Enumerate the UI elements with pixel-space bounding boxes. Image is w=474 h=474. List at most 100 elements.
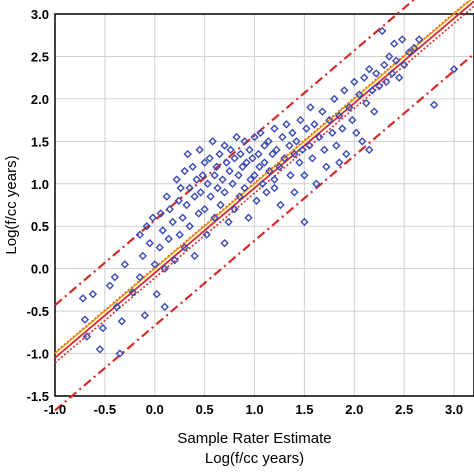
data-point xyxy=(178,213,187,222)
grid xyxy=(54,13,474,397)
data-point xyxy=(218,175,227,184)
data-point xyxy=(78,294,88,303)
data-point xyxy=(290,188,299,197)
data-point xyxy=(182,200,191,210)
data-point xyxy=(302,124,311,133)
data-point xyxy=(286,171,295,180)
data-point xyxy=(156,209,165,218)
data-point xyxy=(240,137,249,146)
data-point xyxy=(82,332,92,341)
data-point xyxy=(185,183,194,193)
data-point xyxy=(128,288,138,297)
data-point xyxy=(397,35,407,44)
data-point xyxy=(225,166,234,176)
data-point xyxy=(296,115,305,125)
identity-line xyxy=(54,0,472,355)
data-point xyxy=(180,166,189,176)
data-point xyxy=(180,243,189,252)
data-point xyxy=(196,188,205,197)
data-point xyxy=(203,179,212,188)
data-point xyxy=(164,234,173,244)
data-point xyxy=(258,179,267,188)
data-point xyxy=(260,158,269,167)
y-tick-labels: 3.0 2.5 2.0 1.5 1.0 0.5 0.0 -0.5 -1.0 -1.5 xyxy=(27,7,49,404)
y-tick-label: 0.5 xyxy=(31,219,49,234)
data-point xyxy=(200,205,209,214)
data-point xyxy=(232,132,241,142)
x-tick-label: 1.5 xyxy=(295,402,313,417)
data-point xyxy=(212,162,221,171)
data-point xyxy=(345,103,354,112)
data-point xyxy=(352,128,361,138)
data-point xyxy=(224,217,233,227)
x-tick-label: 3.0 xyxy=(445,402,463,417)
data-point xyxy=(135,230,144,239)
data-point xyxy=(310,120,319,129)
data-point xyxy=(399,60,409,70)
data-point xyxy=(292,137,301,146)
data-point xyxy=(226,145,235,155)
data-point xyxy=(270,124,279,133)
data-point xyxy=(222,158,231,167)
data-point xyxy=(335,158,344,167)
x-axis-sublabel: Log(f/cc years) xyxy=(205,450,304,467)
data-point xyxy=(298,145,307,155)
y-tick-label: 0.0 xyxy=(31,262,49,277)
data-point xyxy=(220,141,229,150)
data-point xyxy=(365,145,374,155)
data-point xyxy=(254,149,263,159)
data-point xyxy=(242,158,251,167)
data-point xyxy=(285,141,294,150)
data-point xyxy=(276,200,285,210)
data-point xyxy=(160,302,169,312)
x-tick-label: 2.5 xyxy=(395,402,413,417)
data-point xyxy=(290,149,299,159)
data-point xyxy=(250,132,259,142)
data-point xyxy=(382,77,391,87)
data-point xyxy=(268,149,277,159)
data-point xyxy=(230,205,239,214)
data-point xyxy=(194,209,203,218)
data-point xyxy=(318,107,327,116)
data-point xyxy=(365,64,374,74)
data-point xyxy=(320,145,329,155)
data-point xyxy=(215,149,224,159)
x-tick-label: 0.5 xyxy=(196,402,214,417)
data-point xyxy=(409,43,419,53)
y-axis-label: Log(f/cc years) xyxy=(3,155,20,254)
data-point xyxy=(230,154,239,163)
y-tick-label: -1.0 xyxy=(27,347,49,362)
prediction-lower-line xyxy=(54,53,474,412)
plot-frame xyxy=(54,13,474,397)
data-point xyxy=(322,162,331,171)
data-point xyxy=(245,145,254,155)
data-point xyxy=(138,251,147,261)
data-point xyxy=(270,175,279,184)
data-point xyxy=(238,162,247,171)
data-point xyxy=(282,120,291,129)
data-point xyxy=(210,171,219,180)
data-point xyxy=(340,86,349,95)
fit-line xyxy=(54,0,474,359)
data-point xyxy=(145,239,154,248)
data-point xyxy=(330,94,339,104)
data-point xyxy=(370,107,379,116)
y-tick-label: 1.0 xyxy=(31,177,49,192)
data-point xyxy=(174,196,183,205)
data-point xyxy=(328,128,337,138)
data-point xyxy=(120,260,130,269)
data-point xyxy=(308,154,317,163)
data-point xyxy=(404,48,414,57)
data-point xyxy=(172,175,181,184)
data-point xyxy=(198,171,207,180)
prediction-upper-line xyxy=(54,0,416,307)
x-axis-label: Sample Rater Estimate xyxy=(177,430,331,447)
data-point xyxy=(110,272,120,282)
data-point xyxy=(305,141,314,150)
data-point xyxy=(391,56,401,65)
x-tick-label: -1.0 xyxy=(44,402,66,417)
data-point xyxy=(270,183,279,193)
data-point xyxy=(98,323,108,333)
y-tick-label: 2.0 xyxy=(31,92,49,107)
